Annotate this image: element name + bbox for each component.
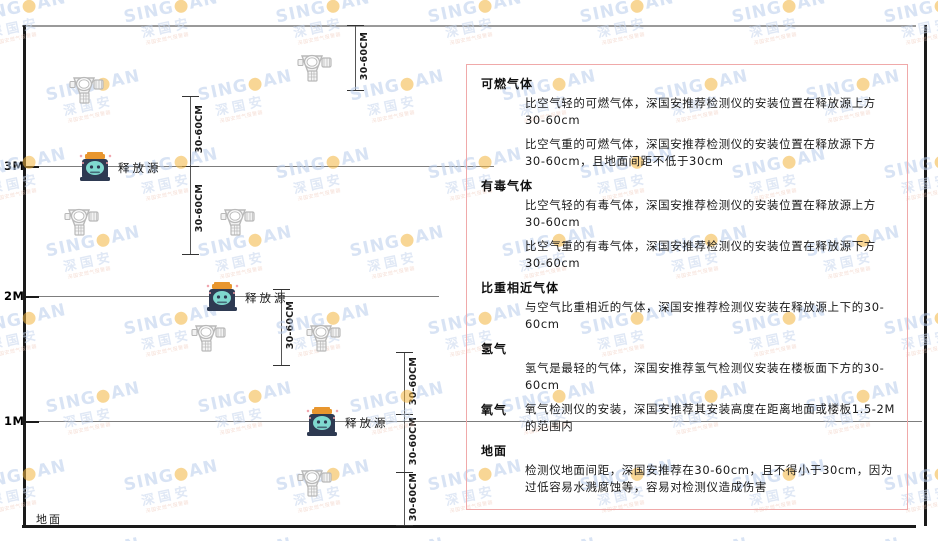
guidance-paragraph: 与空气比重相近的气体，深国安推荐检测仪安装在释放源上下的30-60cm [525,300,885,331]
dimension-tick [396,352,413,353]
gas-detector-icon [68,72,112,106]
dimension-tick [182,96,199,97]
guidance-section-heading: 可燃气体 [481,77,534,91]
dimension-label: 30-60CM [285,301,296,350]
dimension-tick [347,90,364,91]
dimension-tick [182,166,199,167]
dimension-tick [273,289,290,290]
level-label-3m: 3M [4,159,25,173]
dimension-label: 30-60CM [408,357,419,406]
guidance-section-heading: 氢气 [481,342,508,356]
dimension-tick [396,525,413,526]
gas-detector-icon [219,204,263,238]
gas-detector-icon [296,50,340,84]
guidance-paragraph: 氢气是最轻的气体，深国安推荐氢气检测仪安装在楼板面下方的30-60cm [525,361,885,392]
dimension-tick [396,414,413,415]
dimension-label: 30-60CM [408,417,419,466]
left-axis [23,25,26,526]
dimension-column: 30-60CM [273,289,296,366]
dimension-column: 30-60CM 30-60CM [182,96,205,255]
level-line-3m [39,166,494,167]
guidance-panel: 可燃气体比空气轻的可燃气体，深国安推荐检测仪的安装位置在释放源上方30-60cm… [466,64,908,510]
level-label-1m: 1M [4,414,25,428]
dimension-line [281,289,282,365]
dimension-column: 30-60CM 30-60CM 30-60CM [396,352,419,526]
level-line-2m [39,296,439,297]
gas-detector-icon [305,320,349,354]
level-tick-1m [23,421,39,423]
guidance-paragraph: 检测仪地面间距，深国安推荐在30-60cm，且不得小于30cm，因为过低容易水溅… [525,463,893,494]
guidance-section: 比重相近气体与空气比重相近的气体，深国安推荐检测仪安装在释放源上下的30-60c… [481,279,895,333]
guidance-paragraph: 氧气检测仪的安装，深国安推荐其安装高度在距离地面或楼板1.5-2M的范围内 [525,402,895,433]
release-source-label: 释放源 [118,161,162,175]
guidance-section-heading: 有毒气体 [481,179,534,193]
dimension-tick [347,25,364,26]
gas-detector-icon [296,465,340,499]
dimension-label: 30-60CM [194,105,205,154]
ground-line [22,525,916,528]
level-line-1m [39,421,922,422]
guidance-paragraph: 比空气重的有毒气体，深国安推荐检测仪的安装位置在释放源下方30-60cm [525,239,876,270]
guidance-section-heading: 氧气 [481,403,508,417]
guidance-paragraph: 比空气重的可燃气体，深国安推荐检测仪的安装位置在释放源下方30-60cm，且地面… [525,137,876,168]
guidance-section: 氧气 氧气检测仪的安装，深国安推荐其安装高度在距离地面或楼板1.5-2M的范围内 [481,401,895,435]
gas-detector-icon [63,204,107,238]
release-source-label: 释放源 [245,291,289,305]
level-tick-3m [23,166,39,168]
release-source-icon [78,152,112,182]
release-source-icon [205,282,239,312]
dimension-line [190,96,191,254]
dimension-line [404,352,405,525]
ceiling-line [22,25,916,27]
release-source-label: 释放源 [345,416,389,430]
level-tick-2m [23,296,39,298]
dimension-line [355,25,356,90]
guidance-section: 可燃气体比空气轻的可燃气体，深国安推荐检测仪的安装位置在释放源上方30-60cm… [481,75,895,170]
dimension-tick [273,365,290,366]
gas-detector-icon [190,320,234,354]
guidance-section: 有毒气体比空气轻的有毒气体，深国安推荐检测仪的安装位置在释放源上方30-60cm… [481,177,895,272]
dimension-label: 30-60CM [359,31,370,80]
guidance-section: 氢气氢气是最轻的气体，深国安推荐氢气检测仪安装在楼板面下方的30-60cm [481,340,895,394]
guidance-section-heading: 比重相近气体 [481,281,560,295]
ground-label: 地面 [36,513,62,526]
guidance-section-heading: 地面 [481,444,508,458]
dimension-label: 30-60CM [194,184,205,233]
level-label-2m: 2M [4,289,25,303]
guidance-paragraph: 比空气轻的可燃气体，深国安推荐检测仪的安装位置在释放源上方30-60cm [525,96,876,127]
dimension-tick [396,472,413,473]
right-axis [924,25,927,526]
guidance-section: 地面检测仪地面间距，深国安推荐在30-60cm，且不得小于30cm，因为过低容易… [481,442,895,496]
dimension-label: 30-60CM [408,472,419,521]
dimension-column: 30-60CM [347,25,370,91]
guidance-paragraph: 比空气轻的有毒气体，深国安推荐检测仪的安装位置在释放源上方30-60cm [525,198,876,229]
release-source-icon [305,407,339,437]
dimension-tick [182,254,199,255]
